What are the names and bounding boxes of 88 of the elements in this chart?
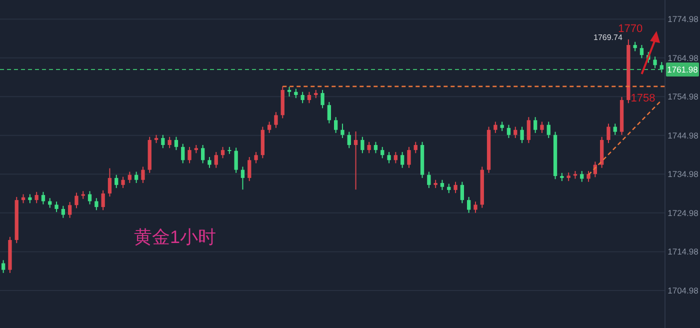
candlestick (440, 179, 444, 190)
candlestick (494, 121, 498, 134)
candlestick (220, 146, 225, 159)
candlestick (526, 116, 531, 144)
candlestick (454, 181, 458, 194)
y-tick-label: 1774.98 (668, 14, 699, 24)
candlestick (41, 191, 46, 205)
candlestick (240, 166, 245, 190)
ref-line-label: 1761.98 (667, 64, 698, 74)
candlestick (407, 146, 411, 168)
candlestick (340, 123, 344, 139)
candlestick (514, 126, 518, 139)
candlestick (320, 89, 324, 109)
candlestick (387, 151, 391, 164)
candlestick (234, 147, 238, 174)
candlestick (54, 201, 58, 213)
candlestick (208, 156, 212, 168)
candlestick (141, 166, 145, 184)
candlestick (1, 260, 6, 274)
candlestick (88, 190, 92, 205)
candlestick (74, 192, 78, 209)
candlestick (606, 123, 610, 144)
candlestick (121, 176, 125, 189)
candlestick (640, 44, 644, 59)
candlestick (327, 101, 332, 124)
candlestick (300, 91, 304, 104)
candlestick (248, 156, 252, 182)
annotation: 1769.74 (594, 33, 623, 42)
candlestick (254, 151, 258, 164)
candlestick (101, 190, 105, 211)
annotation: 1770 (618, 23, 643, 35)
candlestick (380, 146, 384, 159)
candlestick (128, 171, 132, 184)
candlestick (367, 141, 371, 154)
candlestick (533, 116, 538, 134)
candlestick (506, 124, 511, 139)
candlestick (374, 141, 378, 154)
y-tick-label: 1734.98 (668, 169, 699, 180)
candlestick (447, 183, 451, 194)
candlestick (500, 121, 504, 132)
y-tick-label: 1724.98 (668, 208, 699, 218)
y-tick-label: 1764.98 (668, 52, 699, 63)
candlestick (188, 146, 192, 164)
candlestick (520, 126, 524, 144)
candlestick (354, 130, 358, 190)
candlestick (540, 121, 544, 134)
candlestick (347, 131, 351, 149)
candlestick (294, 88, 298, 99)
candlestick (307, 91, 312, 104)
candlestick (161, 134, 165, 149)
candlestick (653, 56, 657, 69)
candlestick (460, 181, 464, 204)
candlestick (108, 168, 112, 198)
candlestick (427, 171, 431, 189)
candlestick (61, 205, 66, 218)
candlestick (394, 151, 398, 164)
y-tick-label: 1714.98 (668, 246, 699, 257)
candlestick (274, 112, 278, 128)
candlestick (474, 201, 478, 214)
candlestick (134, 171, 138, 184)
candlestick (94, 198, 98, 211)
candlestick (48, 198, 52, 208)
y-tick-label: 1754.98 (668, 92, 699, 102)
candlestick (114, 174, 118, 189)
candlestick (267, 121, 272, 134)
y-tick-label: 1704.98 (668, 285, 699, 296)
candlestick (360, 136, 364, 154)
candlestick (174, 136, 178, 151)
candlestick (181, 143, 185, 164)
candlestick (613, 123, 617, 136)
candlestick (660, 62, 664, 73)
y-tick-label: 1744.98 (668, 130, 699, 140)
candlestick (546, 121, 550, 139)
candlestick (633, 41, 637, 52)
candlestick (287, 86, 292, 98)
candlestick (200, 144, 205, 164)
candlestick (586, 170, 590, 182)
candlestick (168, 136, 172, 149)
candlestick (580, 170, 584, 182)
candlestick (34, 191, 38, 204)
candlestick (414, 141, 418, 154)
candlestick (68, 201, 72, 218)
candlestick (214, 151, 218, 168)
candlestick (400, 151, 404, 168)
ref-line-label: 1758 (630, 92, 656, 104)
annotation: 黄金1小时 (134, 227, 216, 247)
candlestick (334, 116, 338, 134)
candlestick (466, 196, 471, 214)
